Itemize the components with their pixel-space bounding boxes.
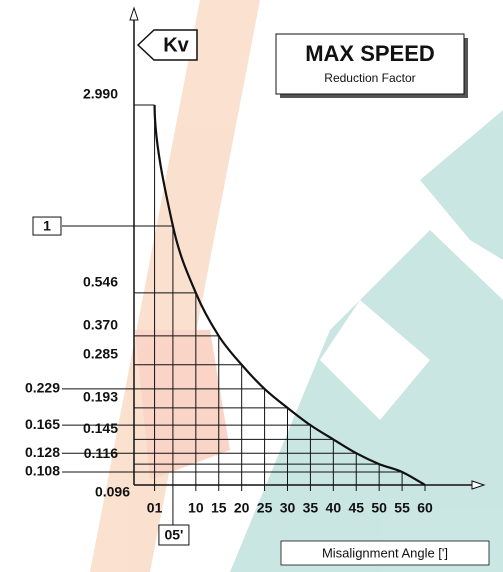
x-axis-label-box — [280, 540, 490, 566]
watermark — [90, 0, 503, 572]
y-tick-label: 0.229 — [25, 380, 60, 396]
x-axis-label: Misalignment Angle ['] — [322, 545, 448, 560]
y-tick-label: 0.145 — [83, 420, 118, 436]
x-tick-label: 25 — [257, 500, 273, 516]
y-tick-label: 1 — [43, 218, 51, 234]
y-tick-label: 2.990 — [83, 86, 118, 102]
x-tick-label: 50 — [371, 500, 387, 516]
y-tick-label: 0.370 — [83, 317, 118, 333]
y-axis-label-box — [136, 29, 198, 61]
y-tick-label: 0.128 — [25, 444, 60, 460]
chart-subtitle: Reduction Factor — [324, 71, 415, 85]
chart-title: MAX SPEED — [305, 41, 435, 66]
y-tick-label: 0.165 — [25, 416, 60, 432]
x-tick-label: 35 — [303, 500, 319, 516]
x-tick-label: 20 — [234, 500, 250, 516]
watermark-stroke — [90, 0, 260, 572]
curve — [153, 104, 426, 486]
x-tick-label: 45 — [348, 500, 364, 516]
y-tick-label: 0.285 — [83, 345, 118, 361]
x-tick-box — [158, 524, 190, 546]
y-tick-label: 0.108 — [25, 463, 60, 479]
y-tick-label: 0.193 — [83, 389, 118, 405]
x-tick-label: 40 — [326, 500, 342, 516]
x-tick-label: 60 — [417, 500, 433, 516]
y-tick-box — [32, 216, 62, 236]
y-tick-label: 0.096 — [95, 484, 130, 500]
y-tick-label: 0.546 — [83, 274, 118, 290]
x-tick-label: 10 — [188, 500, 204, 516]
y-axis-label: Kv — [163, 34, 189, 56]
x-tick-label: 55 — [394, 500, 410, 516]
x-tick-label: 30 — [280, 500, 296, 516]
watermark-shape — [135, 330, 230, 480]
x-tick-label: 15 — [211, 500, 227, 516]
y-tick-label: 0.116 — [84, 445, 118, 461]
x-axis-arrow — [471, 480, 486, 490]
watermark-hole — [320, 300, 430, 420]
x-tick-label: 01 — [147, 500, 163, 516]
watermark-shape — [420, 110, 503, 260]
y-axis-arrow — [129, 6, 139, 21]
title-box — [275, 33, 465, 95]
x-tick-label: 05' — [164, 527, 183, 543]
